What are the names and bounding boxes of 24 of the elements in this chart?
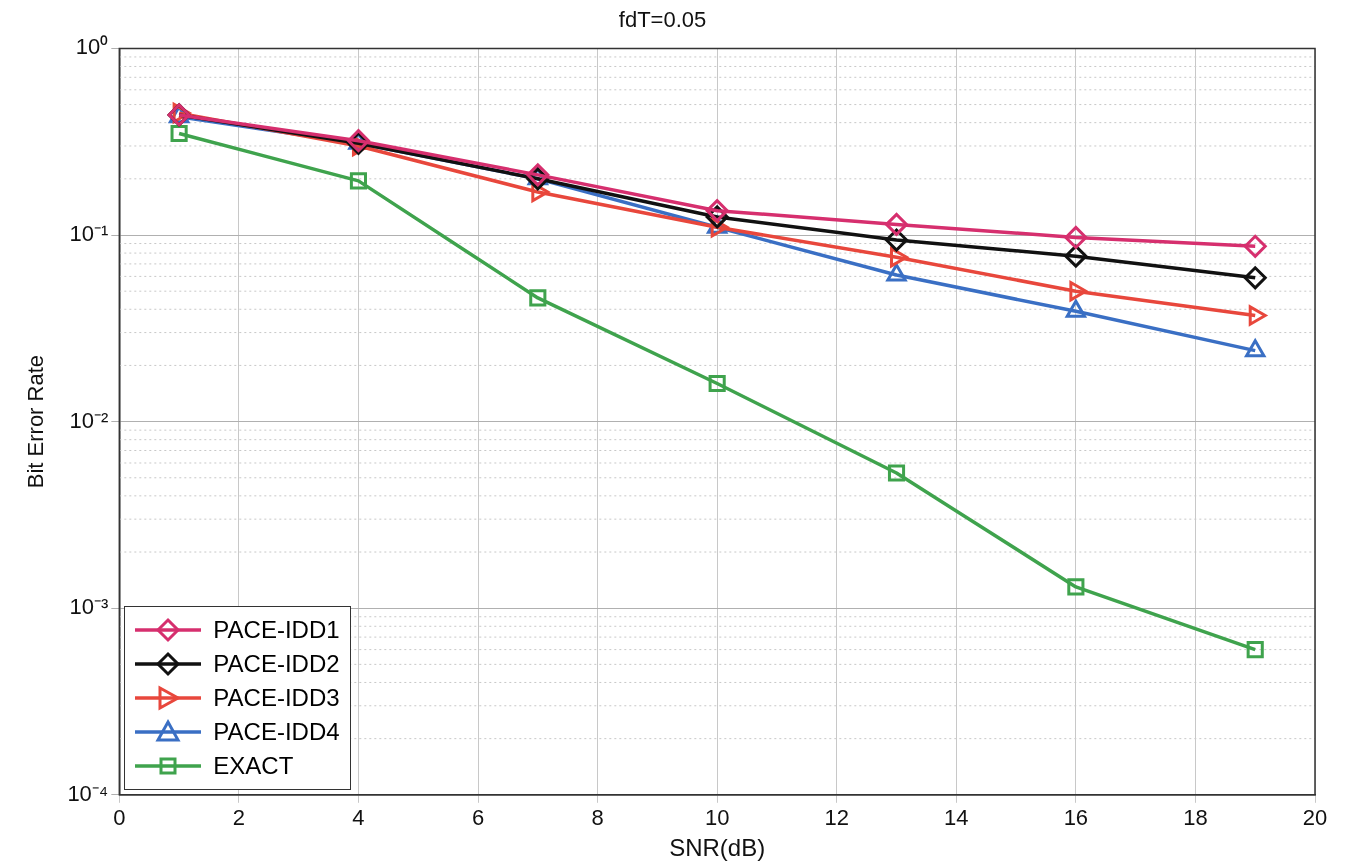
y-tick-label: 10⁻³ <box>69 594 109 620</box>
legend-label: EXACT <box>213 751 294 780</box>
legend-label: PACE-IDD2 <box>213 649 340 678</box>
x-tick-label: 20 <box>1302 805 1328 831</box>
y-tick-label: 10⁻⁴ <box>67 780 109 806</box>
legend-label: PACE-IDD4 <box>213 717 340 746</box>
x-tick-label: 18 <box>1183 805 1208 831</box>
legend-label: PACE-IDD1 <box>213 615 340 644</box>
x-tick-label: 2 <box>232 805 246 831</box>
x-tick-label: 14 <box>944 805 969 831</box>
y-tick-label: 10⁰ <box>75 34 109 60</box>
y-tick-label: 10⁻¹ <box>69 221 109 247</box>
x-axis-title: SNR(dB) <box>669 834 766 862</box>
x-tick-label: 6 <box>471 805 485 831</box>
y-tick-label: 10⁻² <box>69 407 109 433</box>
x-tick-label: 16 <box>1063 805 1089 831</box>
x-tick-label: 12 <box>824 805 849 831</box>
legend-label: PACE-IDD3 <box>213 683 340 712</box>
x-tick-label: 0 <box>113 805 126 831</box>
x-tick-label: 10 <box>704 805 730 831</box>
y-axis-title: Bit Error Rate <box>23 354 49 489</box>
x-tick-label: 4 <box>352 805 365 831</box>
x-tick-label: 8 <box>591 805 604 831</box>
chart-title: fdT=0.05 <box>618 7 707 33</box>
